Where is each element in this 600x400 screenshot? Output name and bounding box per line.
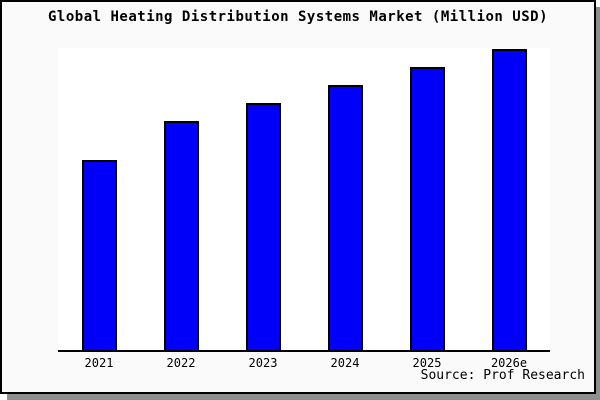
x-tick-label-2022: 2022 — [166, 356, 196, 370]
bar-2023 — [245, 103, 281, 350]
x-axis-labels: 2021 2022 2023 2024 2025 2026e — [58, 356, 550, 370]
plot-area — [58, 48, 550, 352]
x-tick-label-2024: 2024 — [330, 356, 360, 370]
bar-2024 — [327, 85, 363, 350]
x-tick-label-2026e: 2026e — [490, 356, 528, 370]
source-note: Source: Prof Research — [420, 368, 585, 383]
x-tick-label-2021: 2021 — [84, 356, 114, 370]
x-tick-label-2023: 2023 — [248, 356, 278, 370]
bar-2025 — [409, 67, 445, 350]
x-tick-label-2025: 2025 — [412, 356, 442, 370]
chart-title: Global Heating Distribution Systems Mark… — [47, 9, 548, 25]
bar-2022 — [163, 121, 199, 350]
bar-2026e — [491, 49, 527, 350]
chart-card: Global Heating Distribution Systems Mark… — [0, 0, 596, 394]
bar-2021 — [81, 160, 117, 350]
